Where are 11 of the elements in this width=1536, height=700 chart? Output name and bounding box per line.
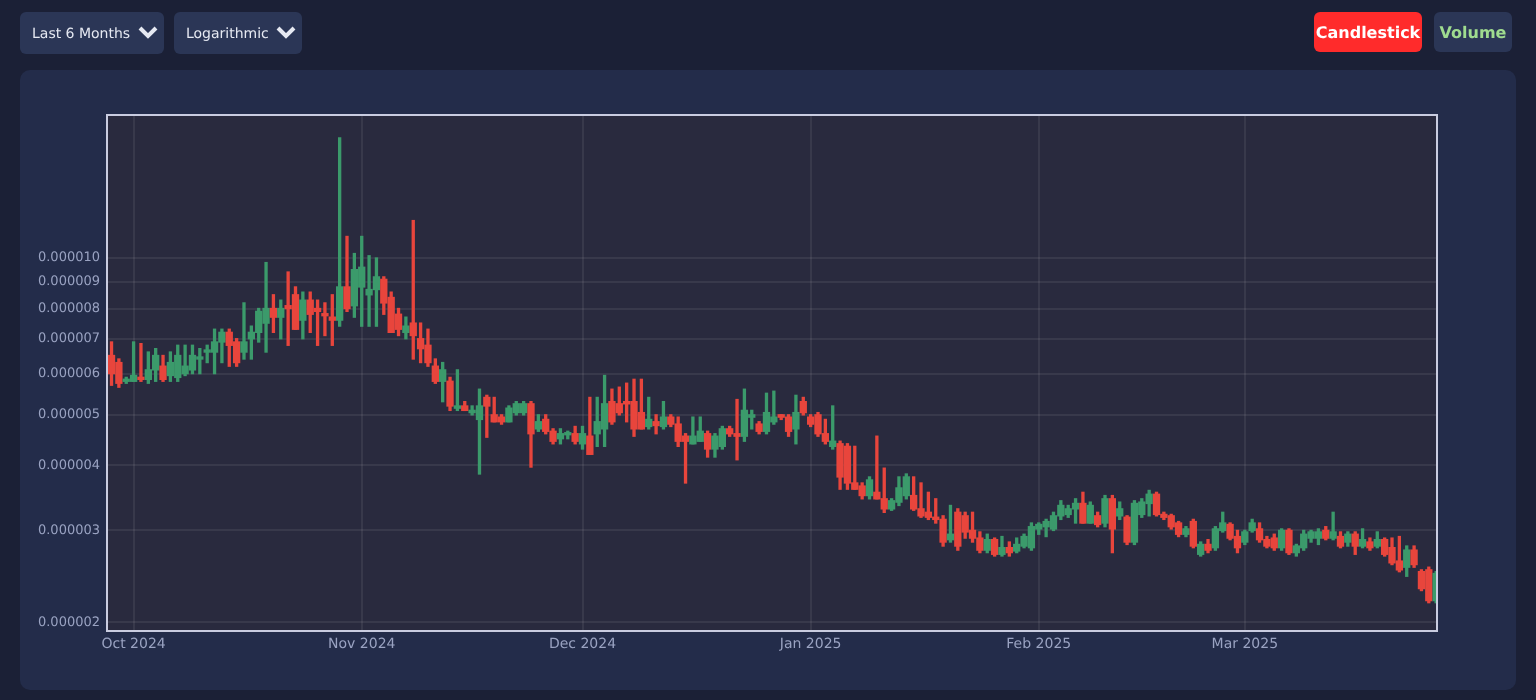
candlestick xyxy=(733,398,741,461)
candlestick xyxy=(240,302,248,360)
candlestick xyxy=(137,342,145,382)
candlestick xyxy=(262,261,270,353)
candlestick xyxy=(917,482,925,518)
candlestick xyxy=(770,390,778,425)
candlestick xyxy=(284,271,292,346)
candlestick xyxy=(468,405,476,416)
text: Volume xyxy=(1434,12,1512,52)
candlestick xyxy=(652,414,660,435)
text: Candlestick xyxy=(1314,12,1422,52)
